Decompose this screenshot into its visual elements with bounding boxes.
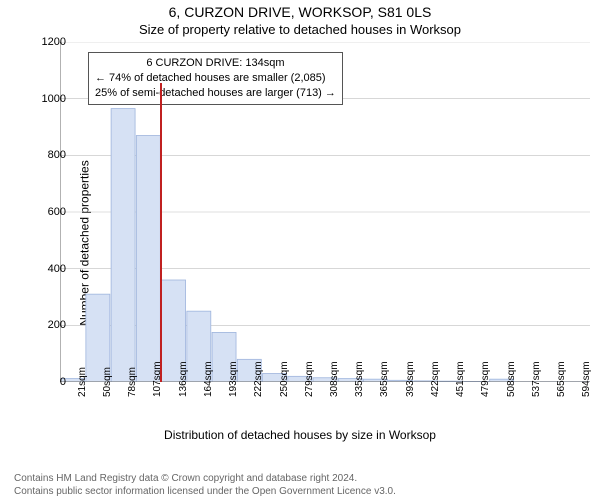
x-tick-label: 164sqm bbox=[203, 361, 214, 397]
x-tick-label: 537sqm bbox=[531, 361, 542, 397]
y-tick-label: 600 bbox=[26, 206, 66, 218]
x-tick-label: 335sqm bbox=[354, 361, 365, 397]
x-tick-label: 479sqm bbox=[480, 361, 491, 397]
marker-line bbox=[160, 83, 162, 382]
callout-box: 6 CURZON DRIVE: 134sqm ← 74% of detached… bbox=[88, 52, 343, 105]
y-tick-label: 1200 bbox=[26, 36, 66, 48]
x-tick-label: 193sqm bbox=[228, 361, 239, 397]
histogram-bar bbox=[136, 136, 160, 383]
x-tick-label: 279sqm bbox=[304, 361, 315, 397]
x-tick-label: 136sqm bbox=[178, 361, 189, 397]
page-title: 6, CURZON DRIVE, WORKSOP, S81 0LS bbox=[0, 4, 600, 20]
callout-line-1: 6 CURZON DRIVE: 134sqm bbox=[95, 56, 336, 71]
x-tick-label: 250sqm bbox=[279, 361, 290, 397]
chart-container: Number of detached properties 0200400600… bbox=[0, 42, 600, 444]
x-tick-label: 393sqm bbox=[405, 361, 416, 397]
footer-line-2: Contains public sector information licen… bbox=[14, 485, 396, 498]
x-tick-label: 422sqm bbox=[430, 361, 441, 397]
x-tick-label: 565sqm bbox=[556, 361, 567, 397]
x-tick-label: 222sqm bbox=[253, 361, 264, 397]
y-tick-label: 200 bbox=[26, 319, 66, 331]
y-tick-label: 1000 bbox=[26, 93, 66, 105]
page-subtitle: Size of property relative to detached ho… bbox=[0, 22, 600, 37]
x-tick-label: 365sqm bbox=[379, 361, 390, 397]
x-tick-label: 451sqm bbox=[455, 361, 466, 397]
footer-line-1: Contains HM Land Registry data © Crown c… bbox=[14, 472, 396, 485]
x-axis-label: Distribution of detached houses by size … bbox=[0, 428, 600, 442]
x-tick-label: 508sqm bbox=[506, 361, 517, 397]
y-tick-label: 400 bbox=[26, 263, 66, 275]
x-tick-label: 78sqm bbox=[127, 367, 138, 397]
x-tick-label: 50sqm bbox=[102, 367, 113, 397]
x-tick-label: 21sqm bbox=[77, 367, 88, 397]
x-tick-label: 308sqm bbox=[329, 361, 340, 397]
callout-line-2: ← 74% of detached houses are smaller (2,… bbox=[95, 71, 336, 86]
y-tick-label: 0 bbox=[26, 376, 66, 388]
y-tick-label: 800 bbox=[26, 149, 66, 161]
callout-line-3: 25% of semi-detached houses are larger (… bbox=[95, 86, 336, 101]
footer-attribution: Contains HM Land Registry data © Crown c… bbox=[14, 472, 396, 498]
histogram-bar bbox=[111, 109, 135, 382]
x-tick-label: 594sqm bbox=[581, 361, 592, 397]
